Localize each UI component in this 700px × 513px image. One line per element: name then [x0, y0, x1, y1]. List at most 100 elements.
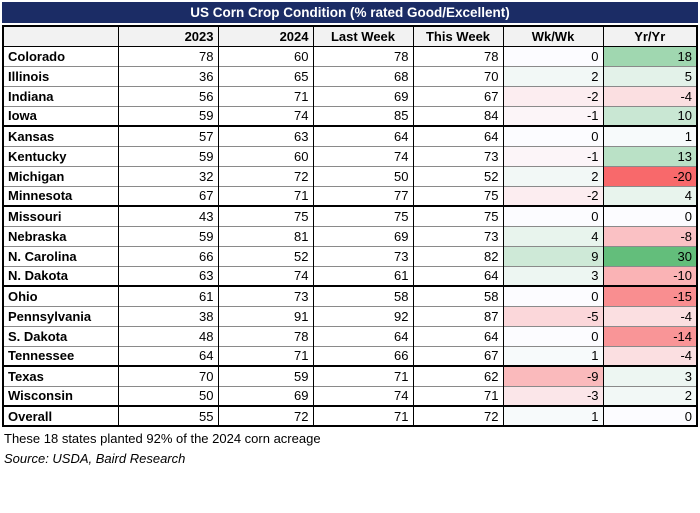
value-cell-2023: 59: [117, 225, 218, 246]
wkwk-cell: 1: [502, 405, 603, 426]
yryr-cell: 3: [602, 365, 697, 386]
value-cell-2023: 48: [117, 325, 218, 346]
value-cell-last-week: 66: [312, 345, 413, 367]
value-cell-this-week: 82: [412, 245, 503, 266]
table-row: N. Carolina 66 52 73 82 9 30: [2, 245, 697, 266]
state-cell: Overall: [2, 405, 118, 426]
table-row: Michigan 32 72 50 52 2 -20: [2, 165, 697, 186]
yryr-cell: -8: [602, 225, 697, 246]
value-cell-last-week: 58: [312, 285, 413, 306]
table-row: Ohio 61 73 58 58 0 -15: [2, 285, 697, 306]
table-row: S. Dakota 48 78 64 64 0 -14: [2, 325, 697, 346]
column-header-row: 2023 2024 Last Week This Week Wk/Wk Yr/Yr: [2, 26, 697, 47]
value-cell-2023: 38: [117, 305, 218, 326]
state-cell: Iowa: [2, 105, 118, 127]
column-header: 2024: [217, 26, 313, 47]
wkwk-cell: 0: [502, 45, 603, 66]
yryr-cell: 1: [602, 125, 697, 146]
state-cell: N. Carolina: [2, 245, 118, 266]
value-cell-this-week: 58: [412, 285, 503, 306]
value-cell-2024: 81: [217, 225, 313, 246]
table-row: Iowa 59 74 85 84 -1 10: [2, 105, 697, 127]
state-cell: Wisconsin: [2, 385, 118, 407]
wkwk-cell: 4: [502, 225, 603, 246]
value-cell-2024: 91: [217, 305, 313, 326]
table-row: Nebraska 59 81 69 73 4 -8: [2, 225, 697, 246]
value-cell-this-week: 67: [412, 345, 503, 367]
state-cell: Kansas: [2, 125, 118, 146]
wkwk-cell: 2: [502, 65, 603, 86]
value-cell-2024: 74: [217, 265, 313, 287]
value-cell-2024: 52: [217, 245, 313, 266]
state-cell: Illinois: [2, 65, 118, 86]
value-cell-last-week: 74: [312, 145, 413, 166]
wkwk-cell: 0: [502, 125, 603, 146]
yryr-cell: 10: [602, 105, 697, 127]
value-cell-this-week: 78: [412, 45, 503, 66]
value-cell-last-week: 71: [312, 405, 413, 426]
value-cell-2024: 72: [217, 165, 313, 186]
value-cell-2023: 61: [117, 285, 218, 306]
value-cell-2024: 65: [217, 65, 313, 86]
wkwk-cell: -2: [502, 185, 603, 207]
yryr-cell: 0: [602, 205, 697, 226]
source-credit: Source: USDA, Baird Research: [4, 451, 186, 466]
value-cell-this-week: 52: [412, 165, 503, 186]
yryr-cell: 18: [602, 45, 697, 66]
value-cell-2024: 78: [217, 325, 313, 346]
yryr-cell: -20: [602, 165, 697, 186]
value-cell-this-week: 73: [412, 145, 503, 166]
table-row: Kentucky 59 60 74 73 -1 13: [2, 145, 697, 166]
table-row: Pennsylvania 38 91 92 87 -5 -4: [2, 305, 697, 326]
corn-condition-table: 2023 2024 Last Week This Week Wk/Wk Yr/Yr Col…: [2, 25, 698, 427]
table-row: Indiana 56 71 69 67 -2 -4: [2, 85, 697, 106]
value-cell-2023: 70: [117, 365, 218, 386]
column-header: 2023: [117, 26, 218, 47]
value-cell-2023: 50: [117, 385, 218, 407]
value-cell-this-week: 62: [412, 365, 503, 386]
table-row: Illinois 36 65 68 70 2 5: [2, 65, 697, 86]
state-cell: S. Dakota: [2, 325, 118, 346]
value-cell-last-week: 77: [312, 185, 413, 207]
yryr-cell: 30: [602, 245, 697, 266]
value-cell-last-week: 73: [312, 245, 413, 266]
yryr-cell: -15: [602, 285, 697, 306]
state-cell: Nebraska: [2, 225, 118, 246]
state-cell: Colorado: [2, 45, 118, 66]
table-row: Kansas 57 63 64 64 0 1: [2, 125, 697, 146]
state-cell: Pennsylvania: [2, 305, 118, 326]
yryr-cell: -10: [602, 265, 697, 287]
state-cell: Ohio: [2, 285, 118, 306]
value-cell-2024: 71: [217, 85, 313, 106]
state-cell: Texas: [2, 365, 118, 386]
wkwk-cell: -3: [502, 385, 603, 407]
value-cell-2024: 74: [217, 105, 313, 127]
value-cell-this-week: 70: [412, 65, 503, 86]
column-header: This Week: [412, 26, 503, 47]
state-cell: N. Dakota: [2, 265, 118, 287]
value-cell-2024: 75: [217, 205, 313, 226]
value-cell-2024: 63: [217, 125, 313, 146]
wkwk-cell: -1: [502, 145, 603, 166]
footnote: These 18 states planted 92% of the 2024 …: [4, 431, 321, 446]
value-cell-last-week: 68: [312, 65, 413, 86]
value-cell-2024: 73: [217, 285, 313, 306]
wkwk-cell: 1: [502, 345, 603, 367]
table-row: Wisconsin 50 69 74 71 -3 2: [2, 385, 697, 407]
value-cell-this-week: 67: [412, 85, 503, 106]
value-cell-last-week: 64: [312, 125, 413, 146]
yryr-cell: -4: [602, 305, 697, 326]
value-cell-2024: 60: [217, 145, 313, 166]
yryr-cell: 5: [602, 65, 697, 86]
value-cell-this-week: 64: [412, 125, 503, 146]
value-cell-2023: 56: [117, 85, 218, 106]
yryr-cell: 4: [602, 185, 697, 207]
value-cell-2024: 59: [217, 365, 313, 386]
value-cell-2023: 67: [117, 185, 218, 207]
value-cell-2024: 69: [217, 385, 313, 407]
value-cell-last-week: 61: [312, 265, 413, 287]
state-cell: Minnesota: [2, 185, 118, 207]
wkwk-cell: -2: [502, 85, 603, 106]
value-cell-2023: 36: [117, 65, 218, 86]
value-cell-2023: 55: [117, 405, 218, 426]
